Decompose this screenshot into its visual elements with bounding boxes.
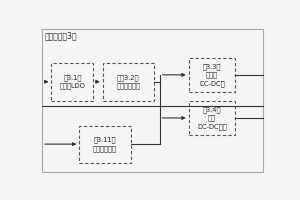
Bar [189,101,235,135]
Text: 低功耗信号电: 低功耗信号电 [116,83,140,89]
Text: （3.3）: （3.3） [203,63,221,70]
Text: 电子转换电路: 电子转换电路 [93,145,117,152]
Text: 压电路: 压电路 [206,72,218,78]
Bar [52,62,93,101]
Text: 电路: 电路 [208,115,216,121]
Bar [189,58,235,92]
Text: 低功耗LDO: 低功耗LDO [59,83,85,89]
Text: （3.4）: （3.4） [202,106,221,113]
Text: 控制电路（3）: 控制电路（3） [44,31,77,40]
Bar [103,62,154,101]
Text: DC-DC升: DC-DC升 [199,80,225,87]
Bar [79,126,130,163]
Text: （3.1）: （3.1） [63,74,82,81]
Text: （3.11）: （3.11） [94,137,116,143]
Text: DC-DC升压: DC-DC升压 [197,123,227,130]
Text: 路（3.2）: 路（3.2） [117,74,140,81]
